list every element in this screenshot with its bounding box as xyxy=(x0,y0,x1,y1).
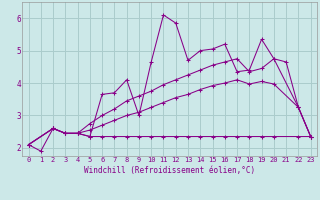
X-axis label: Windchill (Refroidissement éolien,°C): Windchill (Refroidissement éolien,°C) xyxy=(84,166,255,175)
